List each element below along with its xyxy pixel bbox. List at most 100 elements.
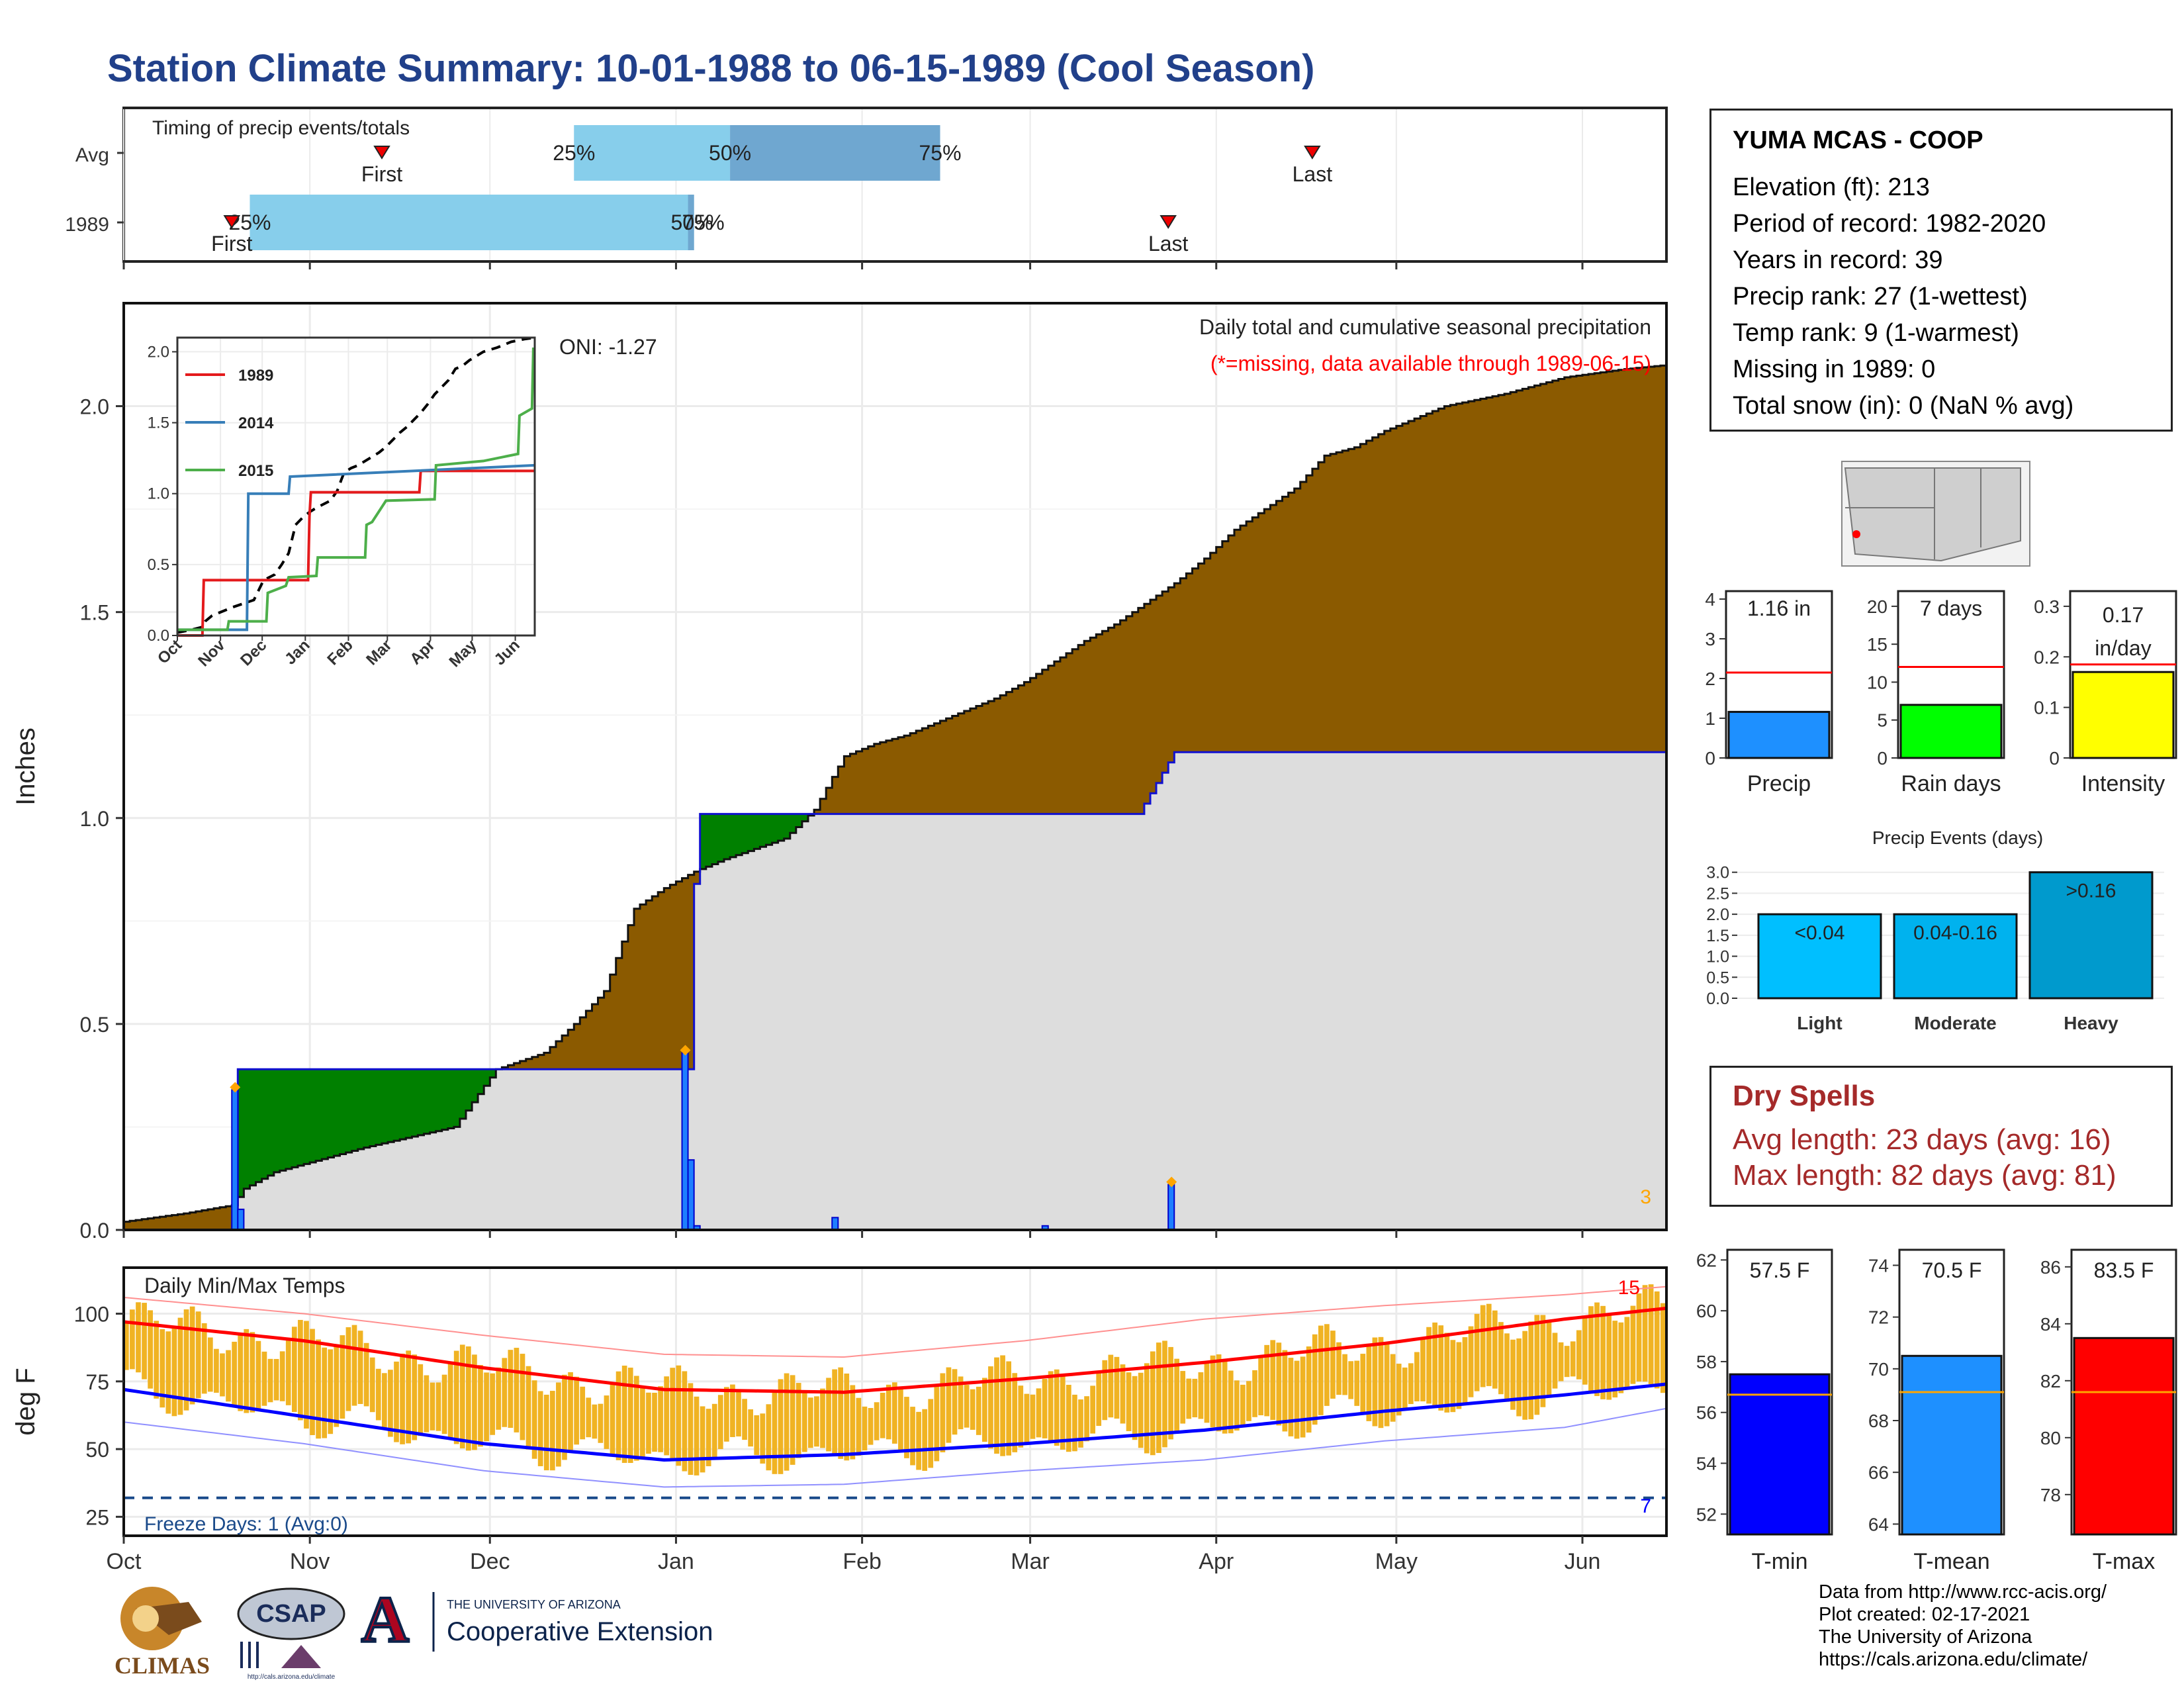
temp-daily-bar (406, 1350, 412, 1444)
events-category-label: Moderate (1914, 1013, 1996, 1033)
timing-row-label: 1989 (65, 214, 109, 236)
temp-daily-bar (1234, 1380, 1240, 1431)
temp-daily-bar (633, 1376, 639, 1461)
temp-daily-bar (177, 1317, 183, 1415)
temp-daily-bar (1162, 1340, 1167, 1448)
temp-daily-bar (459, 1344, 465, 1449)
precip-event-marker (230, 1082, 241, 1093)
temp-daily-bar (525, 1366, 531, 1450)
temp-daily-bar (1138, 1372, 1144, 1448)
inset-y-tick-label: 2.0 (148, 343, 169, 361)
temp-daily-bar (904, 1397, 909, 1458)
temp-daily-bar (1294, 1360, 1300, 1439)
temp-daily-bar (1222, 1360, 1228, 1434)
temp-summary-1-value-label: 70.5 F (1922, 1258, 1982, 1282)
temp-daily-bar (952, 1369, 958, 1435)
temp-daily-bar (856, 1397, 862, 1456)
temp-daily-bar (801, 1391, 807, 1452)
events-title: Precip Events (days) (1872, 827, 2043, 848)
temp-daily-bar (1414, 1352, 1420, 1401)
timing-avg-bar-50-75 (730, 125, 940, 181)
temp-daily-bar (958, 1376, 964, 1430)
events-y-tick-label: 1.0 (1706, 948, 1729, 966)
temp-summary-1-name: T-mean (1913, 1549, 1989, 1574)
timing-avg-75-label: 75% (919, 141, 962, 165)
temp-daily-bar (844, 1373, 850, 1461)
temp-daily-bar (207, 1337, 213, 1392)
temp-daily-bar (1168, 1346, 1173, 1440)
temp-daily-bar (688, 1383, 694, 1476)
station-info-box: YUMA MCAS - COOP Elevation (ft): 213 Per… (1709, 109, 2173, 432)
inset-legend-label: 1989 (238, 367, 273, 385)
summary-0-value-label: 1.16 in (1747, 596, 1811, 620)
temp-daily-bar (1468, 1326, 1474, 1397)
summary-2-y-tick-label: 0.2 (2034, 647, 2060, 667)
temp-daily-bar (1102, 1360, 1108, 1421)
temp-daily-bar (1336, 1342, 1342, 1395)
temp-daily-bar (435, 1382, 441, 1431)
timing-avg-last-label: Last (1293, 162, 1333, 186)
temp-daily-bar (1528, 1321, 1534, 1420)
temp-x-tick-label: Jun (1565, 1549, 1601, 1574)
temp-daily-bar (682, 1371, 688, 1472)
temp-summary-2-name: T-max (2093, 1549, 2155, 1574)
climas-label: CLIMAS (114, 1652, 210, 1679)
temp-daily-bar (418, 1364, 424, 1436)
timing-1989-75-label: 75% (682, 211, 725, 234)
temp-daily-bar (562, 1374, 567, 1460)
temp-daily-bar (1114, 1356, 1120, 1419)
temp-daily-bar (412, 1354, 418, 1440)
temp-daily-bar (940, 1373, 946, 1452)
precip-subtitle: (*=missing, data available through 1989-… (1210, 352, 1651, 375)
temp-daily-bar (124, 1321, 129, 1370)
temp-daily-bar (238, 1333, 244, 1411)
temp-daily-bar (970, 1389, 976, 1430)
temp-daily-bar (250, 1332, 255, 1413)
summary-1-y-tick-label: 5 (1877, 710, 1888, 731)
temp-daily-bar (1444, 1333, 1450, 1413)
temp-daily-bar (1174, 1358, 1179, 1431)
temp-daily-bar (1456, 1342, 1462, 1409)
temp-y-tick-label: 100 (74, 1303, 109, 1327)
temp-summary-2-y-tick-label: 78 (2040, 1485, 2061, 1505)
temp-x-tick-label: Jan (658, 1549, 694, 1574)
temp-daily-bar (1504, 1333, 1510, 1402)
inset-bg (177, 338, 535, 635)
temp-daily-bar (832, 1369, 837, 1456)
temp-daily-bar (1558, 1342, 1564, 1382)
temp-daily-bar (814, 1396, 819, 1447)
precip-y-tick-label: 1.0 (80, 807, 109, 831)
temp-daily-bar (447, 1362, 453, 1439)
temp-daily-bar (1390, 1354, 1396, 1422)
timing-avg-first-marker (373, 146, 390, 160)
temp-daily-bar (934, 1385, 940, 1462)
temp-daily-bar (1078, 1399, 1083, 1448)
temp-daily-bar (382, 1373, 387, 1429)
temp-daily-bar (1360, 1354, 1366, 1414)
temp-daily-bar (1180, 1371, 1186, 1424)
inset-y-tick-label: 0.0 (148, 627, 169, 645)
temp-daily-bar (531, 1380, 537, 1459)
temp-summary-1-y-tick-label: 64 (1868, 1514, 1889, 1534)
summary-0-y-tick-label: 0 (1705, 748, 1715, 769)
temp-daily-bar (136, 1302, 141, 1373)
inset-y-tick-label: 1.0 (148, 485, 169, 503)
temp-daily-bar (916, 1411, 921, 1470)
temp-daily-bar (1600, 1305, 1606, 1399)
temp-daily-bar (838, 1367, 844, 1459)
temp-y-axis-label: deg F (11, 1368, 40, 1435)
temp-daily-bar (772, 1391, 778, 1474)
temp-daily-bar (1132, 1376, 1138, 1440)
events-bar-label: 0.04-0.16 (1913, 922, 1997, 944)
temp-daily-bar (520, 1354, 525, 1440)
temp-daily-bar (592, 1404, 598, 1439)
temp-summary-1-y-tick-label: 72 (1868, 1307, 1889, 1328)
temp-daily-bar (850, 1385, 856, 1460)
summary-1-y-tick-label: 0 (1877, 748, 1888, 769)
temp-daily-bar (574, 1376, 579, 1445)
temp-daily-bar (615, 1371, 621, 1460)
temp-daily-bar (316, 1339, 321, 1439)
dry-spells-box: Dry Spells Avg length: 23 days (avg: 16)… (1709, 1066, 2173, 1207)
temp-daily-bar (1144, 1363, 1150, 1454)
temp-daily-bar (1402, 1367, 1408, 1409)
